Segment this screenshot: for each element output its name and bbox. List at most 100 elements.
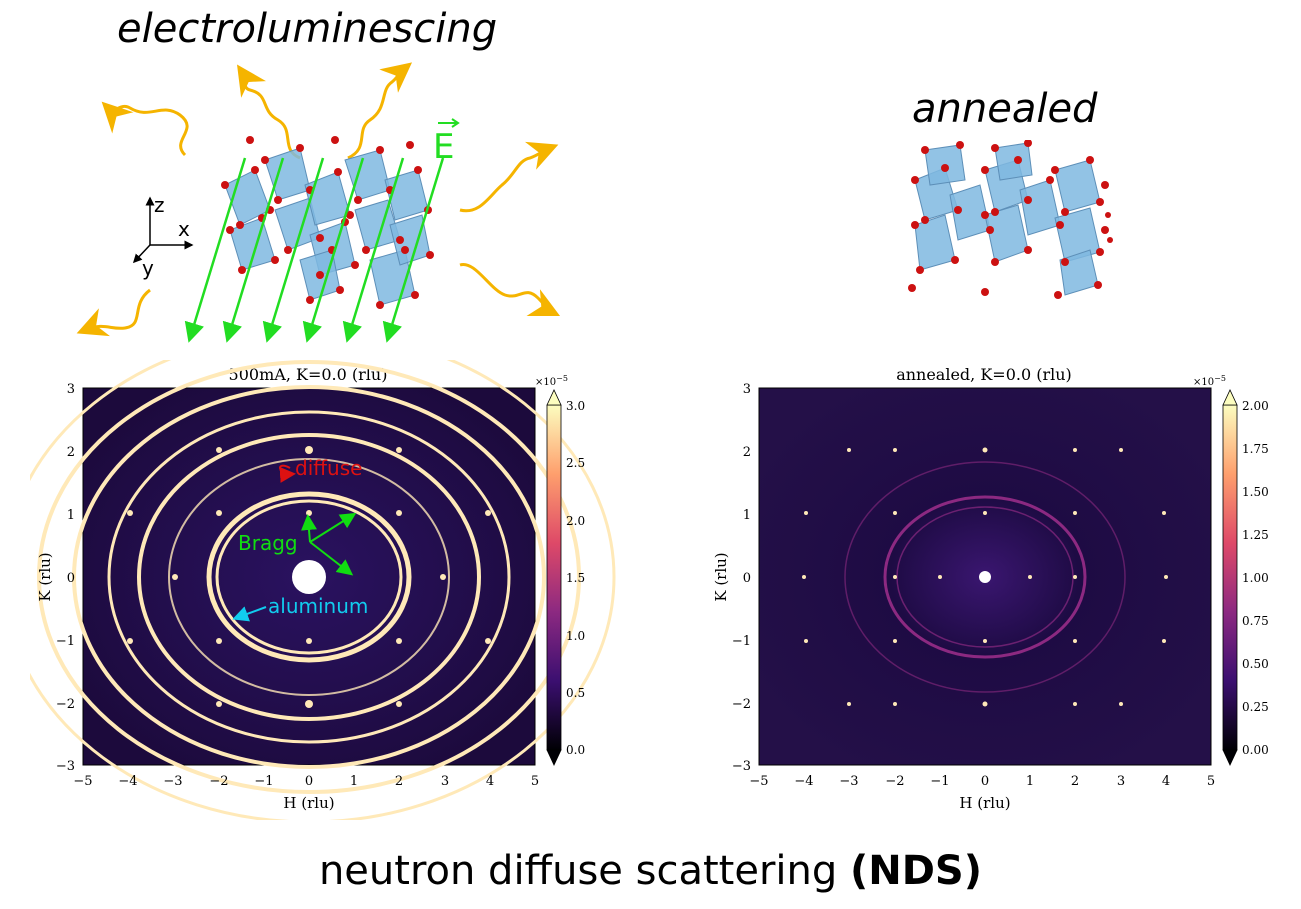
photon-wiggle-5 [459,263,561,317]
bragg-peaks [802,447,1168,707]
svg-text:2: 2 [1071,774,1079,789]
svg-text:1.00: 1.00 [1242,571,1269,585]
svg-text:−1: −1 [56,634,75,649]
svg-text:−4: −4 [794,774,813,789]
electroluminescing-title: electroluminescing [117,6,498,52]
svg-text:2: 2 [743,445,751,460]
svg-text:0: 0 [981,774,989,789]
svg-text:−5: −5 [749,774,768,789]
svg-text:−2: −2 [56,697,75,712]
svg-text:0: 0 [305,774,313,789]
svg-text:2.5: 2.5 [566,456,585,470]
colorbar-bottom-cap [1222,749,1238,766]
svg-text:1.50: 1.50 [1242,485,1269,499]
svg-text:5: 5 [531,774,539,789]
axis-label-z: z [154,193,165,217]
photon-wiggle-3 [347,62,413,160]
y-tick-labels: 3 2 1 0 −1 −2 −3 [732,382,751,774]
svg-text:4: 4 [1162,774,1170,789]
y-tick-labels: 3 2 1 0 −1 −2 −3 [56,382,75,774]
svg-text:−1: −1 [254,774,273,789]
svg-text:3: 3 [441,774,449,789]
svg-text:3: 3 [1117,774,1125,789]
svg-text:−3: −3 [839,774,858,789]
electric-field-vector-head [451,118,460,128]
svg-text:0.5: 0.5 [566,686,585,700]
svg-text:−3: −3 [56,759,75,774]
svg-text:1: 1 [350,774,358,789]
svg-text:1.5: 1.5 [566,571,585,585]
svg-text:−3: −3 [163,774,182,789]
electric-field-label: E [433,127,454,167]
coordinate-axes [132,196,194,264]
beam-center [979,571,991,583]
svg-text:0.25: 0.25 [1242,700,1269,714]
svg-text:0.75: 0.75 [1242,614,1269,628]
bragg-peaks [127,446,491,708]
panel-electroluminescing: 500mA, K=0.0 (rlu) diffuse Bragg aluminu… [30,360,616,820]
axis-label-x: x [178,217,190,241]
svg-text:0.0: 0.0 [566,743,585,757]
svg-text:3.0: 3.0 [566,399,585,413]
footer-bold: (NDS) [849,848,983,894]
svg-text:1.0: 1.0 [566,629,585,643]
svg-text:2: 2 [395,774,403,789]
photon-wiggle-4 [459,141,559,213]
photon-wiggles [76,62,561,337]
svg-text:−2: −2 [885,774,904,789]
panel-title: 500mA, K=0.0 (rlu) [229,365,388,384]
colorbar-tick-labels: 3.0 2.5 2.0 1.5 1.0 0.5 0.0 [566,399,585,757]
annotation-bragg: Bragg [238,531,298,555]
oxygen-atoms-right [908,140,1113,299]
electric-field-lines [184,157,445,343]
svg-text:2: 2 [67,445,75,460]
annotation-diffuse: diffuse [295,456,362,480]
svg-text:3: 3 [743,382,751,397]
svg-text:4: 4 [486,774,494,789]
y-axis-label: K (rlu) [712,552,730,601]
svg-text:0.00: 0.00 [1242,743,1269,757]
colorbar-top-cap [1222,389,1238,406]
annotation-aluminum: aluminum [268,594,368,618]
svg-text:1: 1 [67,508,75,523]
colorbar-bottom-cap [546,749,562,766]
svg-text:−4: −4 [118,774,137,789]
colorbar-top-cap [546,389,562,406]
powder-rings [30,360,616,820]
svg-text:2.00: 2.00 [1242,399,1269,413]
footer-text: neutron diffuse scattering [318,848,850,894]
photon-wiggle-2 [237,64,301,160]
svg-text:−1: −1 [930,774,949,789]
photon-wiggle-6 [76,288,151,337]
electroluminescing-structure-diagram: z x y E [76,62,561,343]
svg-text:0: 0 [67,571,75,586]
annealed-structure-diagram [908,140,1113,299]
svg-text:−2: −2 [732,697,751,712]
svg-text:2.0: 2.0 [566,514,585,528]
axis-label-y: y [142,256,154,280]
beam-stop [292,560,326,594]
panel-title: annealed, K=0.0 (rlu) [896,365,1072,384]
svg-text:1: 1 [743,508,751,523]
svg-text:5: 5 [1207,774,1215,789]
svg-text:−1: −1 [732,634,751,649]
svg-text:1.25: 1.25 [1242,528,1269,542]
footer-caption: neutron diffuse scattering (NDS) [0,848,1301,894]
colorbar [546,404,562,751]
svg-text:1.75: 1.75 [1242,442,1269,456]
panel-annealed: annealed, K=0.0 (rlu) −5 −4 −3 −2 −1 0 1… [712,365,1269,812]
svg-text:0.50: 0.50 [1242,657,1269,671]
svg-text:−3: −3 [732,759,751,774]
x-tick-labels: −5 −4 −3 −2 −1 0 1 2 3 4 5 [749,774,1215,789]
colorbar-exponent: ×10−5 [535,374,568,388]
annealed-title: annealed [912,86,1098,132]
svg-text:1: 1 [1026,774,1034,789]
colorbar [1222,404,1238,751]
svg-text:0: 0 [743,571,751,586]
svg-text:−5: −5 [73,774,92,789]
svg-text:−2: −2 [209,774,228,789]
y-axis-label: K (rlu) [36,552,54,601]
x-axis-label: H (rlu) [959,794,1010,812]
colorbar-exponent: ×10−5 [1193,374,1226,388]
colorbar-tick-labels: 2.00 1.75 1.50 1.25 1.00 0.75 0.50 0.25 … [1242,399,1269,757]
